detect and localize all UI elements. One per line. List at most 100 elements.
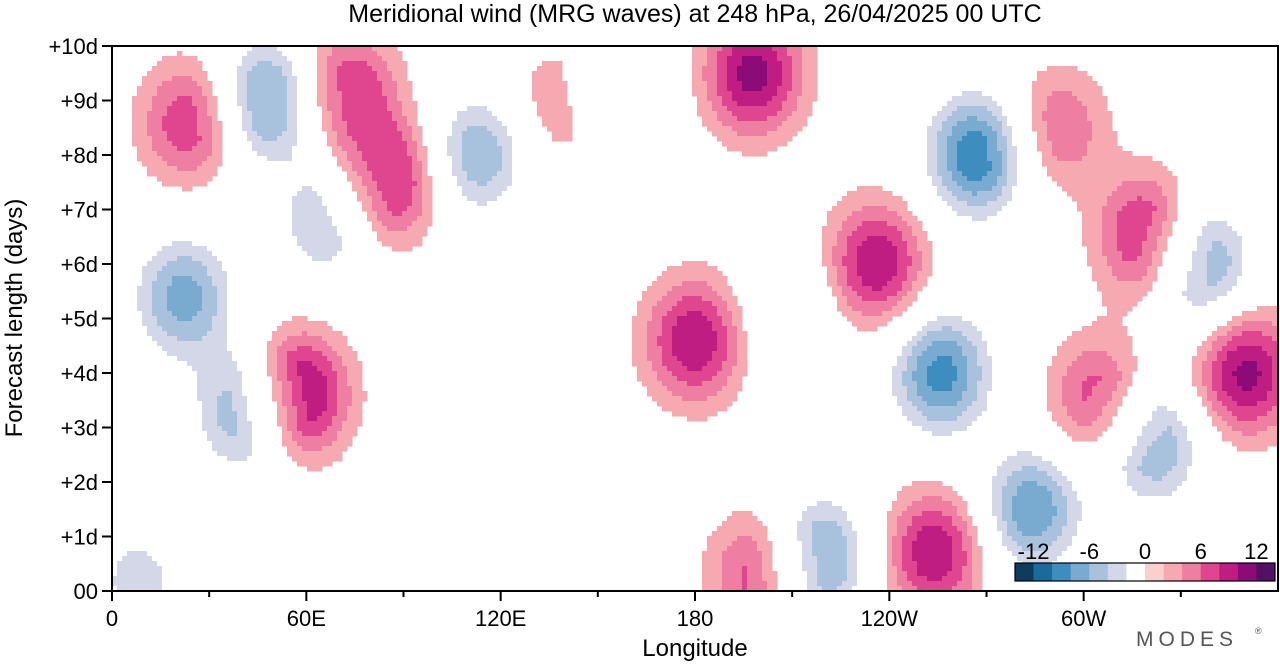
field-cell: [317, 96, 323, 102]
field-cell: [897, 236, 903, 242]
field-cell: [167, 176, 173, 182]
field-cell: [162, 276, 168, 282]
field-cell: [952, 186, 958, 192]
field-cell: [187, 121, 193, 127]
field-cell: [187, 151, 193, 157]
field-cell: [1217, 216, 1223, 222]
field-cell: [362, 146, 368, 152]
field-cell: [1137, 241, 1143, 247]
field-cell: [297, 151, 303, 157]
field-cell: [967, 196, 973, 202]
field-cell: [1112, 151, 1118, 157]
field-cell: [402, 156, 408, 162]
field-cell: [712, 101, 718, 107]
field-cell: [172, 171, 178, 177]
field-cell: [402, 96, 408, 102]
field-cell: [517, 201, 523, 207]
field-cell: [807, 96, 813, 102]
field-cell: [1127, 281, 1133, 287]
field-cell: [362, 71, 368, 77]
field-cell: [1007, 216, 1013, 222]
field-cell: [287, 196, 293, 202]
field-cell: [387, 211, 393, 217]
field-cell: [567, 136, 573, 142]
field-cell: [1052, 106, 1058, 112]
field-cell: [1092, 156, 1098, 162]
field-cell: [732, 116, 738, 122]
field-cell: [972, 221, 978, 227]
field-cell: [472, 116, 478, 122]
field-cell: [177, 136, 183, 142]
field-cell: [327, 76, 333, 82]
field-cell: [182, 241, 188, 247]
field-cell: [162, 56, 168, 62]
field-cell: [292, 121, 298, 127]
field-cell: [427, 191, 433, 197]
field-cell: [627, 81, 633, 87]
field-cell: [1057, 76, 1063, 82]
field-cell: [792, 71, 798, 77]
field-cell: [567, 106, 573, 112]
field-cell: [502, 211, 508, 217]
field-cell: [322, 116, 328, 122]
field-cell: [1097, 281, 1103, 287]
field-cell: [377, 96, 383, 102]
field-cell: [997, 191, 1003, 197]
field-cell: [272, 191, 278, 197]
field-cell: [387, 241, 393, 247]
field-cell: [1092, 111, 1098, 117]
field-cell: [842, 261, 848, 267]
field-cell: [287, 216, 293, 222]
field-cell: [1092, 161, 1098, 167]
field-cell: [1112, 266, 1118, 272]
field-cell: [1142, 161, 1148, 167]
field-cell: [1112, 171, 1118, 177]
field-cell: [327, 101, 333, 107]
field-cell: [347, 121, 353, 127]
field-cell: [557, 86, 563, 92]
field-cell: [952, 126, 958, 132]
field-cell: [757, 101, 763, 107]
field-cell: [532, 91, 538, 97]
field-cell: [147, 241, 153, 247]
field-cell: [372, 176, 378, 182]
field-cell: [887, 256, 893, 262]
field-cell: [242, 71, 248, 77]
field-cell: [412, 101, 418, 107]
field-cell: [962, 116, 968, 122]
field-cell: [767, 116, 773, 122]
field-cell: [542, 101, 548, 107]
field-cell: [912, 266, 918, 272]
field-cell: [797, 61, 803, 67]
field-cell: [982, 221, 988, 227]
field-cell: [402, 111, 408, 117]
field-cell: [142, 101, 148, 107]
field-cell: [1217, 246, 1223, 252]
field-cell: [977, 171, 983, 177]
field-cell: [372, 186, 378, 192]
field-cell: [287, 166, 293, 172]
field-cell: [182, 246, 188, 252]
field-cell: [697, 281, 703, 287]
field-cell: [827, 226, 833, 232]
field-cell: [1057, 86, 1063, 92]
field-cell: [297, 166, 303, 172]
field-cell: [487, 156, 493, 162]
field-cell: [952, 106, 958, 112]
field-cell: [957, 216, 963, 222]
field-cell: [337, 221, 343, 227]
field-cell: [357, 61, 363, 67]
field-cell: [1227, 246, 1233, 252]
field-cell: [692, 71, 698, 77]
field-cell: [217, 136, 223, 142]
field-cell: [287, 176, 293, 182]
field-cell: [167, 231, 173, 237]
field-cell: [317, 101, 323, 107]
field-cell: [137, 86, 143, 92]
field-cell: [1072, 131, 1078, 137]
field-cell: [287, 156, 293, 162]
field-cell: [407, 146, 413, 152]
field-cell: [287, 96, 293, 102]
field-cell: [607, 66, 613, 72]
field-cell: [687, 261, 693, 267]
